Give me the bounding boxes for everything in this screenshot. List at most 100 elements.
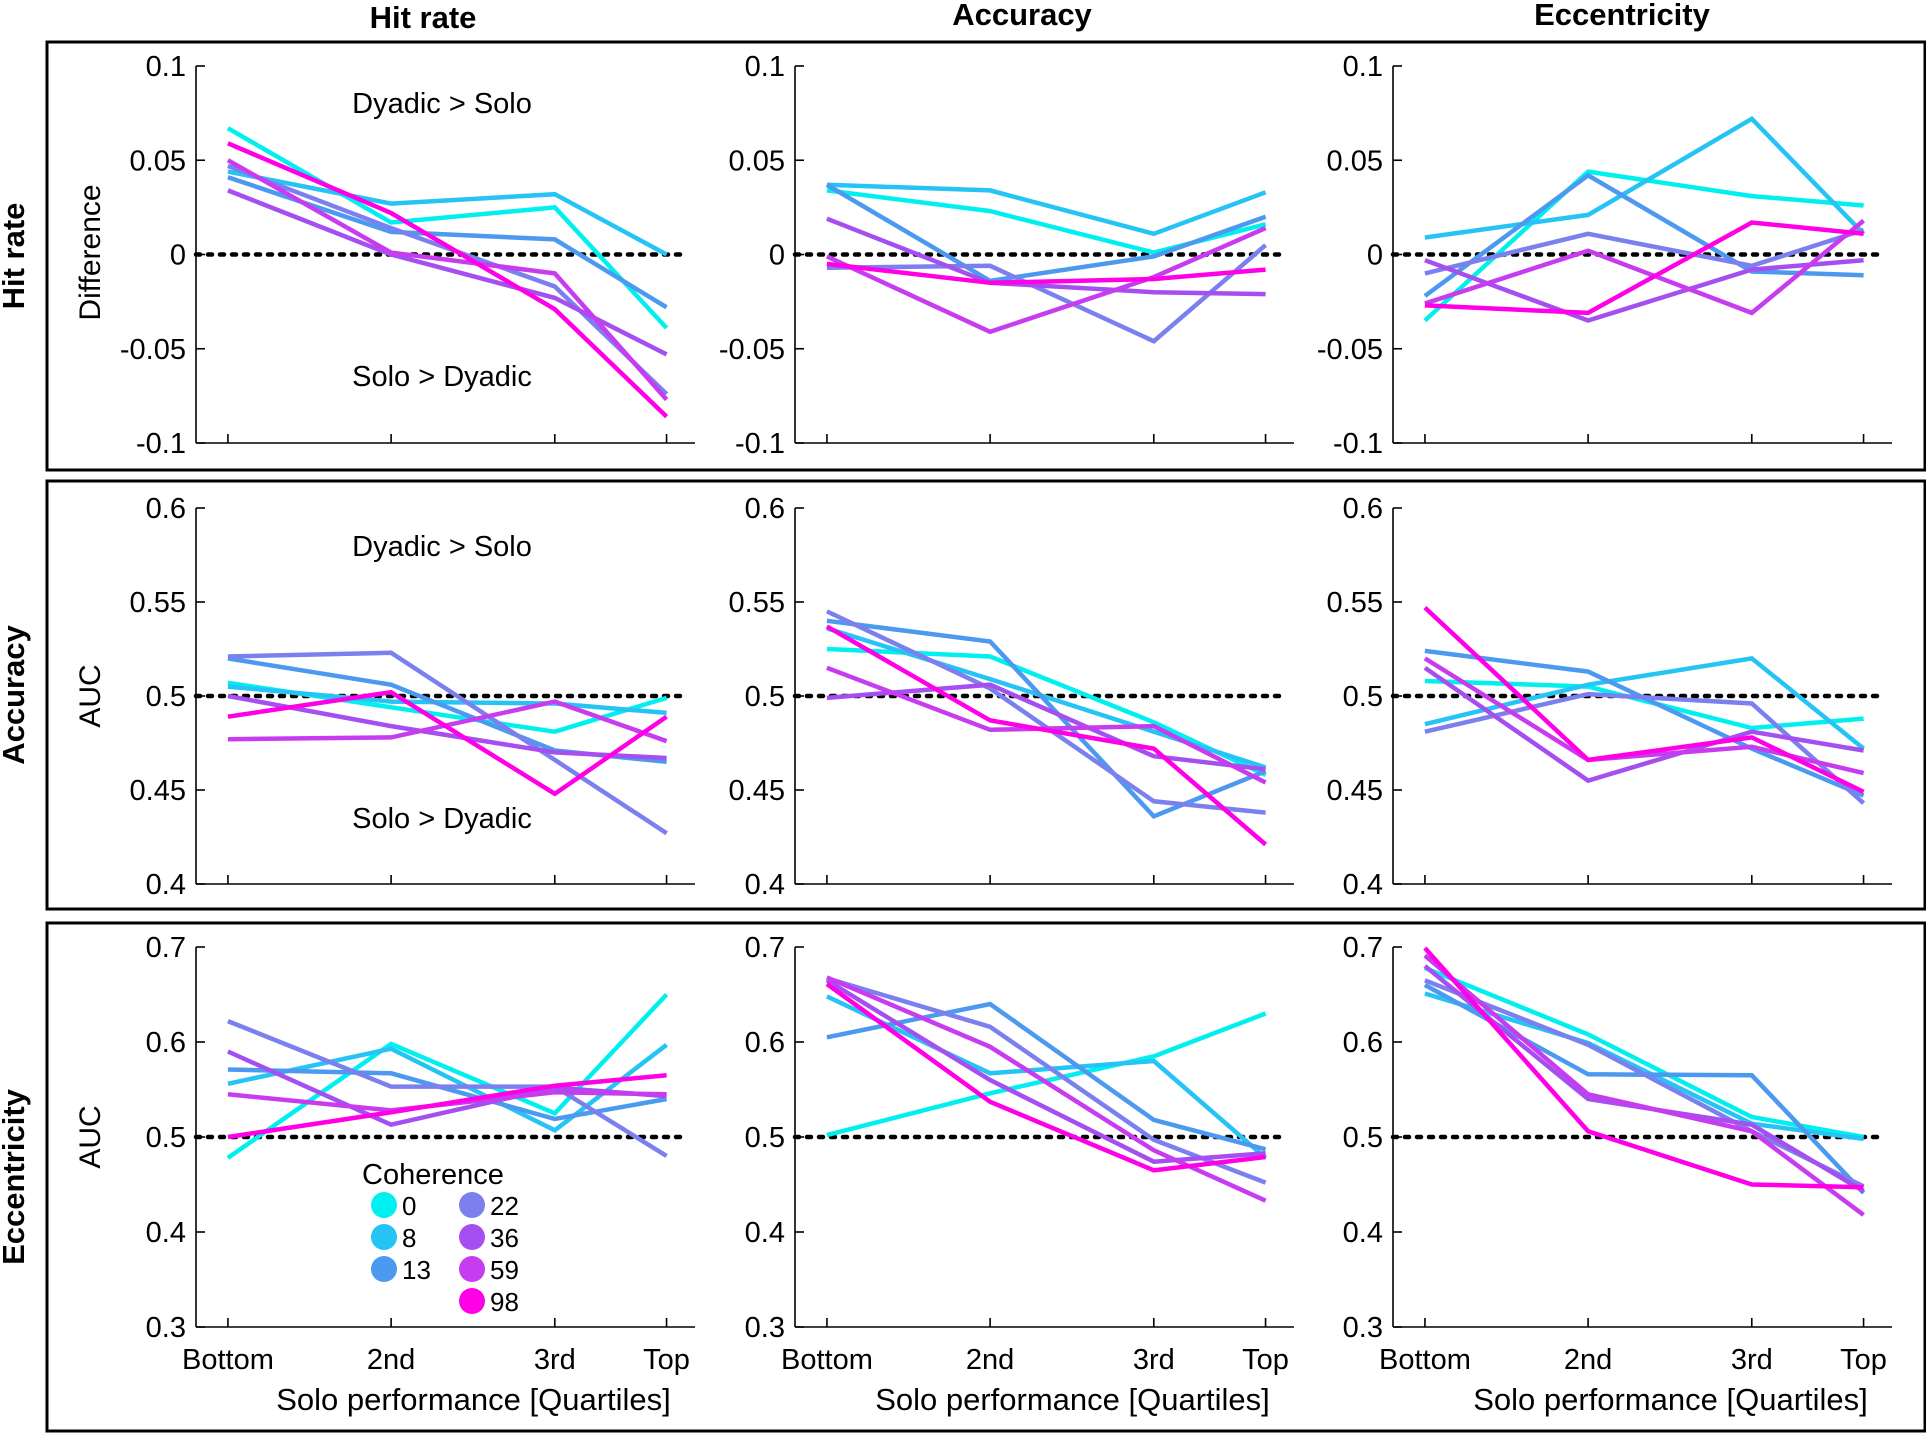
y-tick-label: 0.3 [745,1312,785,1344]
series-line-coherence-22 [825,609,1266,815]
y-tick-label: 0.6 [1343,493,1383,525]
series-line-coherence-59 [1423,656,1865,776]
series-line-coherence-36 [1423,665,1864,784]
x-tick-label: Top [1242,1344,1289,1376]
legend-item-13: 13 [371,1255,431,1285]
legend-label: 98 [490,1287,519,1317]
series-line-coherence-8 [1424,656,1866,751]
series-line-coherence-36 [825,978,1266,1164]
annotation: Solo > Dyadic [352,803,532,835]
y-tick-label: 0.05 [1327,145,1383,177]
series-line-coherence-59 [227,699,668,744]
series-line-coherence-98 [825,624,1268,847]
series-line-coherence-0 [826,646,1267,778]
annotation: Solo > Dyadic [352,361,532,393]
panel-r0-c1: 0.1 0.05 0 -0.05 -0.1 [719,51,1294,460]
y-tick-label: 0.5 [1343,1122,1383,1154]
x-tick-label: Bottom [1379,1344,1471,1376]
y-tick-label: 0.45 [130,775,186,807]
y-tick-label: -0.05 [120,334,186,366]
x-tick-label: 3rd [1731,1344,1773,1376]
series-line-coherence-8 [826,626,1267,770]
row-titles: Hit rate Accuracy Eccentricity [0,203,31,1265]
series-line-coherence-98 [227,1073,667,1140]
series-line-coherence-22 [227,1019,668,1158]
series-line-coherence-98 [227,141,669,419]
series-line-coherence-13 [825,182,1267,284]
y-tick-label: 0.3 [1343,1312,1383,1344]
series-line-coherence-13 [227,1067,667,1122]
series-line-coherence-22 [227,650,668,836]
y-tick-label: 0 [1367,240,1383,272]
row-title-eccentricity: Eccentricity [0,1088,31,1265]
legend-label: 0 [402,1191,416,1221]
series-line-coherence-59 [826,665,1267,785]
row-title-accuracy: Accuracy [0,624,31,764]
y-tick-label: 0.4 [745,1217,785,1249]
legend-title: Coherence [362,1159,504,1191]
series-line-coherence-8 [1424,115,1866,240]
y-tick-label: 0.5 [146,681,186,713]
annotation: Dyadic > Solo [352,88,532,120]
legend-marker [459,1224,485,1250]
y-axis-label: AUC [74,664,107,727]
legend-marker [459,1288,485,1314]
y-tick-label: 0.7 [1343,932,1383,964]
legend-item-98: 98 [459,1287,519,1317]
series-line-coherence-98 [826,261,1266,286]
series-line-coherence-0 [826,1011,1267,1138]
series-line-coherence-13 [1424,648,1865,798]
series-line-coherence-0 [1424,678,1864,731]
series-line-coherence-36 [826,682,1266,772]
y-tick-label: 0.1 [146,51,186,83]
x-axis-label: Solo performance [Quartiles] [875,1382,1270,1417]
series-line-coherence-36 [227,188,668,357]
series-line-coherence-98 [1423,946,1864,1190]
legend-marker [459,1192,485,1218]
legend-label: 8 [402,1223,416,1253]
legend-marker [371,1256,397,1282]
series-line-coherence-8 [825,994,1268,1160]
y-tick-label: 0.1 [745,51,785,83]
y-tick-label: 0.05 [729,145,785,177]
x-tick-label: Top [1840,1344,1887,1376]
y-tick-label: 0.4 [146,869,186,901]
panel-r1-c0: 0.6 0.55 0.5 0.45 0.4 AUC Dyadic > Solo Solo > … [74,493,695,901]
y-tick-label: 0.5 [745,1122,785,1154]
y-tick-label: -0.1 [1333,428,1383,460]
legend-item-8: 8 [371,1223,416,1253]
panel-r0-c0: 0.1 0.05 0 -0.05 -0.1 Difference Dyadic > Solo… [74,51,695,460]
series-line-coherence-13 [1423,172,1864,298]
series-line-coherence-8 [826,182,1267,237]
series-line-coherence-59 [227,1090,667,1113]
series-line-coherence-8 [1424,991,1864,1142]
y-tick-label: 0.3 [146,1312,186,1344]
series-line-coherence-22 [227,163,669,396]
series-line-coherence-13 [826,1001,1267,1152]
y-tick-label: 0.6 [146,493,186,525]
column-title-accuracy: Accuracy [952,0,1092,32]
x-tick-label: 2nd [1564,1344,1612,1376]
y-tick-label: 0 [769,240,785,272]
y-tick-label: 0.5 [1343,681,1383,713]
y-tick-label: 0 [170,240,186,272]
series-line-coherence-36 [826,216,1266,297]
y-tick-label: -0.1 [136,428,186,460]
y-tick-label: 0.4 [745,869,785,901]
y-tick-label: 0.6 [745,493,785,525]
y-tick-label: 0.45 [1327,775,1383,807]
x-axis-label: Solo performance [Quartiles] [1473,1382,1868,1417]
series-line-coherence-59 [1423,953,1865,1217]
series-line-coherence-22 [826,976,1267,1185]
legend-marker [371,1224,397,1250]
y-tick-label: 0.55 [729,587,785,619]
series-line-coherence-98 [227,689,668,797]
legend-marker [459,1256,485,1282]
series-line-coherence-98 [1424,220,1864,316]
series-line-coherence-22 [1424,691,1866,805]
